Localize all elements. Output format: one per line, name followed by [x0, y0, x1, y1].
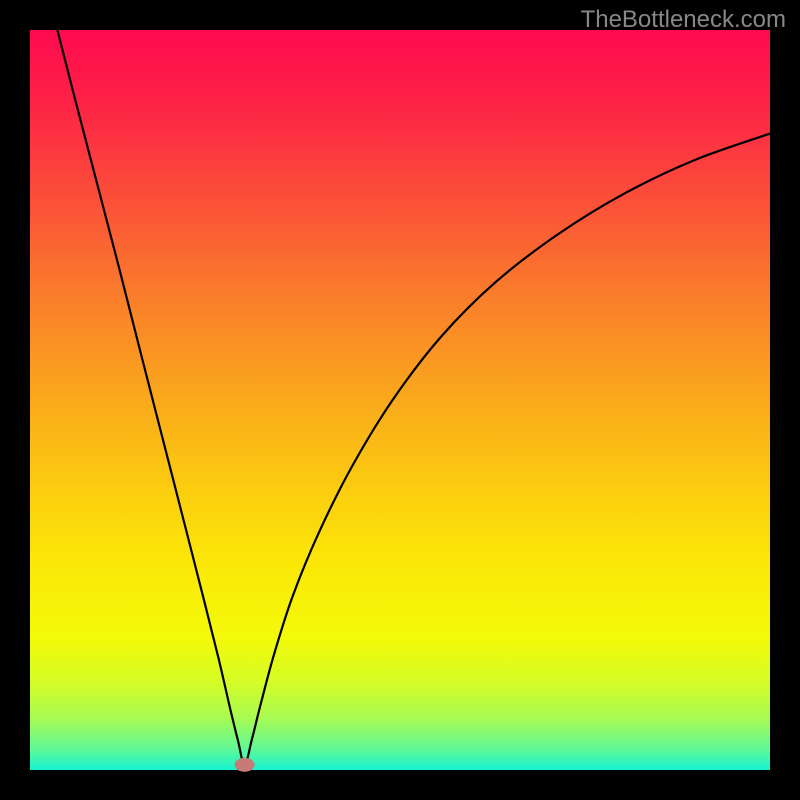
chart-root: TheBottleneck.com: [0, 0, 800, 800]
plot-gradient: [30, 30, 770, 770]
optimum-marker: [235, 758, 255, 772]
chart-svg: [0, 0, 800, 800]
